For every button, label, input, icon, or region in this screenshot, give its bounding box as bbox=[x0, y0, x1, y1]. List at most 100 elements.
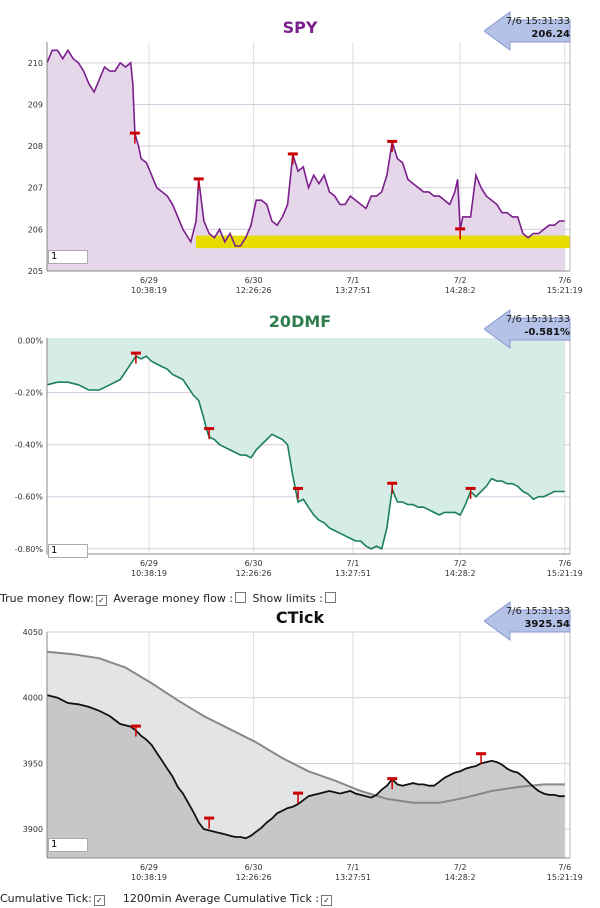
dmf-x-tick-date: 7/1 bbox=[347, 559, 360, 568]
ctick-event-marker bbox=[476, 752, 487, 756]
dmf-callout: 7/6 15:31:33 -0.581% bbox=[484, 308, 574, 350]
spy-x-tick-date: 6/30 bbox=[245, 276, 263, 285]
spy-callout-value: 206.24 bbox=[531, 29, 570, 40]
dmf-event-marker bbox=[293, 486, 304, 490]
dmf-x-tick-date: 6/30 bbox=[245, 559, 263, 568]
ctick-x-tick-date: 7/1 bbox=[347, 863, 360, 872]
spy-highlight-band bbox=[196, 235, 570, 249]
spy-event-marker bbox=[387, 139, 398, 143]
spy-x-tick-date: 7/1 bbox=[347, 276, 360, 285]
spy-x-tick-time: 13:27:51 bbox=[335, 286, 371, 295]
dmf-chart: 0.00% -0.20% -0.40% -0.60% -0.80% 6/2910:38:1… bbox=[15, 337, 583, 578]
ctick-callout: 7/6 15:31:33 3925.54 bbox=[484, 600, 574, 642]
dmf-x-tick-time: 10:38:19 bbox=[131, 569, 167, 578]
ctick-title: CTick bbox=[275, 608, 325, 627]
spy-y-tick-label: 207 bbox=[28, 184, 43, 193]
dmf-panel: 20DMF 0.00% -0.20% -0.40% -0.60% -0.80% 6/29 1… bbox=[0, 302, 600, 608]
average-money-flow-checkbox[interactable] bbox=[235, 592, 247, 603]
ctick-zoom-input[interactable]: 1 bbox=[48, 838, 88, 852]
dmf-zoom-input[interactable]: 1 bbox=[48, 544, 88, 558]
ctick-x-tick-date: 7/2 bbox=[454, 863, 467, 872]
ctick-event-marker bbox=[130, 724, 141, 728]
ctick-x-tick-date: 6/29 bbox=[140, 863, 158, 872]
dmf-event-marker bbox=[465, 486, 476, 490]
ctick-x-tick-time: 13:27:51 bbox=[335, 873, 371, 882]
spy-x-tick-date: 6/29 bbox=[140, 276, 158, 285]
dmf-event-marker bbox=[204, 427, 215, 431]
dmf-x-tick-time: 15:21:19 bbox=[547, 569, 583, 578]
spy-y-tick-label: 206 bbox=[28, 225, 43, 234]
ctick-x-tick-time: 14:28:2 bbox=[445, 873, 476, 882]
ctick-y-tick-label: 3900 bbox=[23, 825, 43, 834]
dmf-callout-time: 7/6 15:31:33 bbox=[505, 314, 570, 325]
ctick-y-tick-label: 3950 bbox=[23, 759, 43, 768]
spy-zoom-input[interactable]: 1 bbox=[48, 250, 88, 264]
dmf-legend: True money flow: ✓ Average money flow : S… bbox=[0, 592, 339, 606]
dmf-x-tick-time: 14:28:2 bbox=[445, 569, 476, 578]
cumulative-tick-checkbox[interactable]: ✓ bbox=[93, 895, 105, 906]
spy-series-line bbox=[46, 48, 565, 247]
ctick-x-tick-date: 7/6 bbox=[558, 863, 571, 872]
dmf-series-area bbox=[47, 338, 565, 549]
spy-y-tick-label: 205 bbox=[28, 267, 43, 276]
show-limits-checkbox[interactable] bbox=[324, 592, 336, 603]
spy-title: SPY bbox=[282, 18, 318, 37]
spy-series-area bbox=[47, 50, 565, 271]
true-money-flow-label: True money flow: bbox=[0, 592, 94, 605]
ctick-x-tick-time: 12:26:26 bbox=[236, 873, 272, 882]
spy-event-marker bbox=[287, 152, 298, 156]
dmf-x-tick-date: 6/29 bbox=[140, 559, 158, 568]
ctick-series-area bbox=[47, 695, 565, 858]
dmf-x-tick-date: 7/6 bbox=[558, 559, 571, 568]
dmf-event-marker bbox=[130, 351, 141, 355]
spy-x-tick-time: 12:26:26 bbox=[236, 286, 272, 295]
dmf-y-tick-label: -0.60% bbox=[15, 493, 44, 502]
ctick-average-line bbox=[46, 650, 565, 804]
ctick-event-marker bbox=[387, 777, 398, 781]
average-cumulative-tick-checkbox[interactable]: ✓ bbox=[321, 895, 333, 906]
ctick-x-tick-time: 15:21:19 bbox=[547, 873, 583, 882]
spy-x-tick-time: 14:28:2 bbox=[445, 286, 476, 295]
dmf-x-tick-date: 7/2 bbox=[454, 559, 467, 568]
ctick-callout-time: 7/6 15:31:33 bbox=[505, 606, 570, 617]
true-money-flow-checkbox[interactable]: ✓ bbox=[95, 595, 107, 606]
ctick-y-tick-label: 4000 bbox=[23, 694, 43, 703]
spy-panel: SPY 205 206 207 208 209 210 6/29 10:38:19 6/30 12… bbox=[0, 0, 600, 302]
ctick-event-marker bbox=[204, 816, 215, 820]
dmf-y-tick-label: -0.40% bbox=[15, 441, 44, 450]
spy-x-tick-time: 10:38:19 bbox=[131, 286, 167, 295]
dmf-title: 20DMF bbox=[268, 312, 332, 331]
show-limits-label: Show limits : bbox=[252, 592, 323, 605]
ctick-series-line bbox=[46, 694, 565, 840]
dmf-y-tick-label: -0.80% bbox=[15, 545, 44, 554]
spy-callout: 7/6 15:31:33 206.24 bbox=[484, 10, 574, 52]
ctick-event-marker bbox=[293, 791, 304, 795]
ctick-panel: CTick 3900 3950 4000 4050 6/29 10:38:19 6/30 12… bbox=[0, 601, 600, 908]
ctick-x-tick-date: 6/30 bbox=[245, 863, 263, 872]
dmf-x-tick-time: 12:26:26 bbox=[236, 569, 272, 578]
cumulative-tick-label: Cumulative Tick: bbox=[0, 892, 92, 905]
dmf-event-marker bbox=[387, 481, 398, 485]
dmf-x-tick-time: 13:27:51 bbox=[335, 569, 371, 578]
ctick-x-tick-time: 10:38:19 bbox=[131, 873, 167, 882]
ctick-legend: Cumulative Tick: ✓ 1200min Average Cumula… bbox=[0, 892, 335, 906]
dmf-y-tick-label: -0.20% bbox=[15, 389, 44, 398]
spy-y-tick-label: 209 bbox=[28, 100, 43, 109]
spy-event-marker bbox=[455, 227, 466, 231]
spy-event-marker bbox=[193, 177, 204, 181]
dmf-y-tick-label: 0.00% bbox=[18, 337, 44, 346]
dmf-series-line bbox=[46, 355, 565, 550]
ctick-callout-value: 3925.54 bbox=[524, 619, 570, 630]
spy-y-tick-label: 210 bbox=[28, 59, 43, 68]
spy-x-tick-date: 7/2 bbox=[454, 276, 467, 285]
spy-y-tick-label: 208 bbox=[28, 142, 43, 151]
spy-x-tick-time: 15:21:19 bbox=[547, 286, 583, 295]
average-money-flow-label: Average money flow : bbox=[113, 592, 234, 605]
dmf-callout-value: -0.581% bbox=[524, 327, 570, 338]
spy-callout-time: 7/6 15:31:33 bbox=[505, 16, 570, 27]
spy-event-marker bbox=[129, 131, 140, 135]
ctick-y-tick-label: 4050 bbox=[23, 628, 43, 637]
average-cumulative-tick-label: 1200min Average Cumulative Tick : bbox=[122, 892, 320, 905]
